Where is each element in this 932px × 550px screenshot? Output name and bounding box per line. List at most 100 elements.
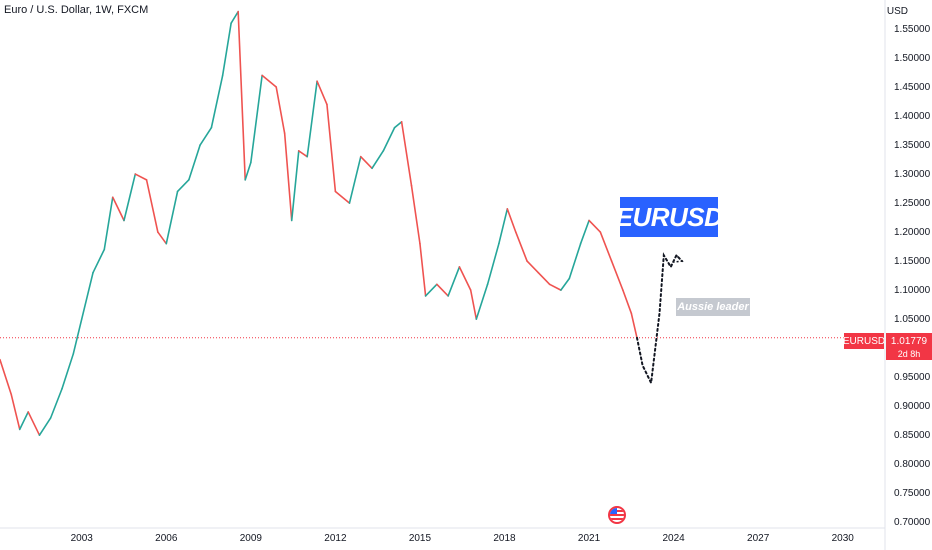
price-segment-down — [622, 289, 633, 315]
projection-arrowhead — [673, 254, 684, 263]
price-segment-down — [237, 10, 247, 181]
price-segment-up — [72, 318, 83, 355]
price-segment-down — [514, 231, 528, 262]
price-segment-down — [400, 121, 413, 187]
x-tick-label: 2015 — [409, 533, 432, 544]
price-segment-down — [526, 260, 540, 274]
price-segment-up — [498, 208, 509, 245]
price-segment-up — [61, 353, 75, 390]
price-segment-down — [0, 358, 13, 396]
price-segment-up — [123, 173, 137, 222]
currency-label: USD — [886, 6, 908, 17]
price-segment-down — [599, 231, 613, 262]
price-segment-up — [306, 80, 318, 158]
price-segment-down — [27, 411, 41, 436]
price-segment-down — [419, 242, 427, 297]
price-segment-down — [548, 283, 562, 291]
x-tick-label: 2003 — [71, 533, 94, 544]
x-tick-label: 2006 — [155, 533, 178, 544]
symbol-title[interactable]: Euro / U.S. Dollar, 1W, FXCM — [4, 4, 149, 16]
price-segment-up — [92, 248, 106, 274]
price-segment-down — [275, 86, 286, 135]
y-tick-label: 0.85000 — [894, 430, 931, 441]
price-segment-down — [359, 155, 373, 170]
price-segment-down — [610, 260, 624, 291]
price-segment-up — [348, 155, 362, 204]
bar-countdown: 2d 8h — [886, 348, 932, 360]
price-segment-down — [469, 289, 478, 320]
y-tick-label: 0.70000 — [894, 517, 931, 528]
y-tick-label: 0.75000 — [894, 488, 931, 499]
price-segment-up — [382, 126, 396, 152]
price-segment-up — [210, 74, 224, 129]
y-tick-label: 1.50000 — [894, 53, 931, 64]
price-segment-down — [334, 190, 351, 204]
price-segment-up — [424, 283, 438, 297]
price-segment-up — [176, 179, 190, 193]
price-segment-down — [134, 173, 148, 181]
price-segment-down — [157, 231, 168, 245]
price-segment-down — [145, 179, 159, 233]
price-segment-down — [458, 266, 472, 291]
price-segment-down — [10, 393, 21, 431]
price-segment-down — [283, 132, 293, 222]
price-segment-down — [111, 196, 125, 222]
price-segment-up — [447, 266, 461, 297]
x-tick-label: 2012 — [324, 533, 347, 544]
price-segment-up — [230, 10, 239, 25]
price-segment-down — [297, 150, 309, 158]
price-segment-down — [436, 283, 449, 297]
x-tick-label: 2030 — [832, 533, 855, 544]
y-tick-label: 0.95000 — [894, 372, 931, 383]
price-segment-down — [261, 74, 278, 88]
y-tick-label: 0.90000 — [894, 401, 931, 412]
price-segment-up — [250, 74, 263, 164]
y-tick-label: 1.10000 — [894, 285, 931, 296]
price-segment-up — [49, 387, 63, 419]
y-tick-label: 1.30000 — [894, 169, 931, 180]
eurusd-text-label[interactable]: EURUSD — [616, 197, 723, 237]
y-tick-label: 1.45000 — [894, 82, 931, 93]
price-segment-up — [290, 150, 300, 222]
price-segment-up — [103, 196, 114, 251]
current-price-label: 1.01779 — [886, 333, 932, 349]
aussie-leader-label[interactable]: Aussie leader — [676, 298, 750, 316]
price-segment-up — [38, 416, 52, 436]
price-segment-up — [371, 150, 385, 170]
price-segment-down — [630, 312, 638, 339]
price-segment-up — [244, 161, 252, 181]
y-tick-label: 1.05000 — [894, 314, 931, 325]
price-segment-down — [316, 80, 328, 106]
y-tick-label: 1.15000 — [894, 256, 931, 267]
price-segment-up — [475, 283, 489, 320]
price-segment-up — [165, 190, 179, 245]
y-tick-label: 1.40000 — [894, 111, 931, 122]
price-segment-down — [410, 184, 421, 245]
x-tick-label: 2018 — [493, 533, 516, 544]
x-tick-label: 2021 — [578, 533, 601, 544]
price-segment-down — [537, 271, 551, 286]
price-segment-up — [568, 242, 582, 280]
x-tick-label: 2024 — [662, 533, 685, 544]
price-segment-up — [560, 277, 571, 291]
price-segment-up — [80, 271, 94, 320]
price-segment-up — [579, 219, 590, 245]
price-segment-up — [221, 22, 232, 77]
x-tick-label: 2027 — [747, 533, 770, 544]
symbol-price-tag: EURUSD — [843, 333, 885, 349]
us-flag-icon[interactable] — [608, 506, 626, 524]
price-segment-down — [506, 208, 517, 233]
price-segment-up — [199, 126, 213, 146]
y-tick-label: 0.80000 — [894, 459, 931, 470]
price-segment-down — [326, 103, 337, 193]
y-tick-label: 1.25000 — [894, 198, 931, 209]
y-tick-label: 1.20000 — [894, 227, 931, 238]
price-segment-up — [393, 121, 403, 129]
price-segment-up — [188, 144, 201, 181]
price-segment-up — [486, 242, 500, 286]
price-segment-up — [18, 411, 29, 431]
price-segment-down — [588, 219, 602, 233]
y-tick-label: 1.35000 — [894, 140, 931, 151]
